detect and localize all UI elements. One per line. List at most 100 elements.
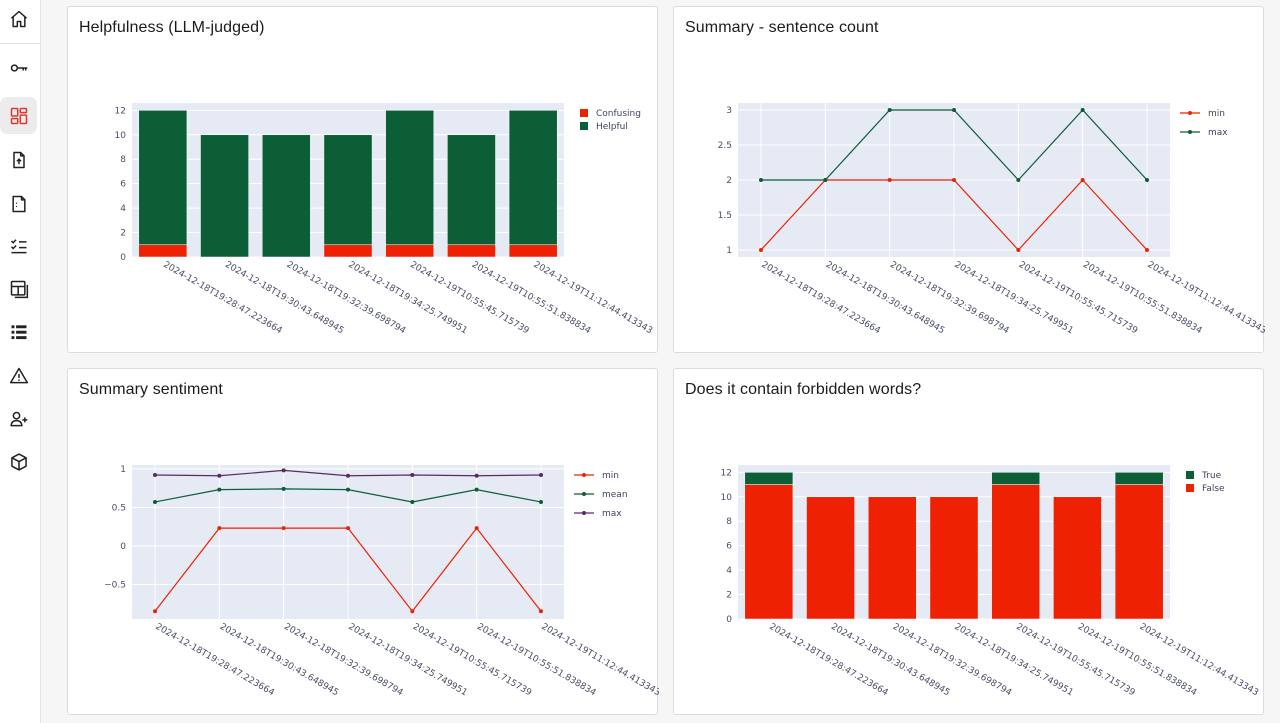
x-tick-label: 2024-12-19T11:12:44.413343 [1146, 260, 1266, 336]
legend-swatch [580, 122, 588, 130]
bar-true [1114, 472, 1164, 485]
bar-helpful [385, 110, 435, 246]
data-point-max [539, 473, 543, 478]
data-point-max [1016, 178, 1021, 182]
chart-sentiment: −0.500.512024-12-18T19:28:47.2236642024-… [104, 465, 660, 699]
nav-upload[interactable] [0, 141, 37, 178]
data-point-max [474, 473, 479, 478]
sidebar [0, 0, 41, 723]
y-tick-label: 2.5 [718, 141, 732, 151]
data-point-min [952, 178, 956, 182]
x-tick-label: 2024-12-18T19:28:47.223664 [154, 622, 277, 699]
bar-false [1053, 496, 1102, 620]
bar-helpful [138, 110, 188, 246]
x-tick-label: 2024-12-18T19:32:39.698794 [888, 260, 1011, 337]
data-point-mean [346, 487, 350, 492]
nav-home[interactable] [0, 0, 37, 37]
x-tick-label: 2024-12-18T19:32:39.698794 [282, 622, 405, 699]
y-tick-label: 0.5 [112, 503, 126, 513]
x-tick-label: 2024-12-19T10:55:45.715739 [1014, 622, 1137, 699]
y-tick-label: −0.5 [104, 580, 126, 590]
data-point-max [759, 178, 763, 182]
data-point-max [410, 473, 415, 478]
nav-alerts[interactable] [0, 357, 37, 394]
data-point-max [281, 468, 286, 473]
data-point-min [1016, 248, 1021, 252]
data-point-mean [217, 487, 222, 492]
bar-true [991, 472, 1041, 485]
bar-false [806, 496, 855, 620]
data-point-max [887, 108, 892, 112]
nav-list[interactable] [0, 313, 37, 350]
nav-dashboard[interactable] [0, 97, 37, 134]
bar-true [744, 472, 794, 485]
y-tick-label: 3 [726, 106, 732, 116]
data-point-max [823, 178, 828, 182]
x-tick-label: 2024-12-18T19:28:47.223664 [767, 622, 890, 699]
x-tick-label: 2024-12-19T10:55:51.838834 [1081, 260, 1204, 337]
x-tick-label: 2024-12-18T19:32:39.698794 [285, 260, 408, 337]
y-tick-label: 2 [120, 229, 126, 239]
legend-marker [1188, 130, 1192, 134]
checklist-icon [10, 238, 26, 253]
panel-title: Summary - sentence count [685, 19, 879, 36]
layout-icon [10, 280, 28, 298]
x-tick-label: 2024-12-19T11:12:44.413343 [1138, 622, 1260, 698]
list-icon [11, 324, 26, 339]
y-tick-label: 2 [726, 591, 732, 601]
nav-api-keys[interactable] [0, 49, 37, 86]
bar-false [744, 484, 794, 620]
chart-sentence-count: 11.522.532024-12-18T19:28:47.2236642024-… [718, 103, 1266, 337]
bar-helpful [261, 134, 311, 258]
bar-helpful [200, 134, 249, 258]
x-tick-label: 2024-12-19T11:12:44.413343 [540, 622, 660, 698]
file-upload-icon [12, 151, 25, 168]
data-point-mean [281, 486, 286, 491]
dashboard-icon [10, 107, 27, 124]
panel-title: Does it contain forbidden words? [685, 381, 922, 398]
x-tick-label: 2024-12-19T10:55:51.838834 [1076, 622, 1199, 699]
y-tick-label: 4 [120, 204, 126, 214]
y-tick-label: 0 [726, 615, 732, 625]
data-point-min [474, 526, 479, 531]
nav-panels[interactable] [0, 270, 37, 307]
x-tick-label: 2024-12-18T19:32:39.698794 [891, 622, 1014, 699]
legend-label: True [1201, 471, 1222, 481]
legend-marker [582, 492, 586, 496]
bar-false [929, 496, 979, 620]
x-tick-label: 2024-12-18T19:30:43.648945 [223, 260, 345, 336]
data-point-max [952, 108, 956, 112]
x-tick-label: 2024-12-19T10:55:45.715739 [408, 260, 531, 337]
bar-helpful [508, 110, 558, 246]
legend-swatch [1186, 484, 1194, 492]
y-tick-label: 10 [115, 131, 127, 141]
data-point-min [217, 526, 222, 531]
y-tick-label: 8 [726, 517, 732, 527]
data-point-min [539, 609, 543, 614]
x-tick-label: 2024-12-18T19:30:43.648945 [824, 260, 946, 336]
bar-confusing [138, 244, 188, 258]
bar-confusing [508, 244, 558, 258]
cube-icon [10, 452, 27, 471]
warning-icon [9, 367, 28, 383]
data-point-max [217, 473, 222, 478]
chart-forbidden-words: 0246810122024-12-18T19:28:47.2236642024-… [721, 465, 1260, 699]
x-tick-label: 2024-12-18T19:28:47.223664 [161, 260, 284, 337]
x-tick-label: 2024-12-18T19:34:25.749951 [347, 260, 469, 336]
data-point-mean [539, 499, 543, 504]
panel-title: Helpfulness (LLM-judged) [79, 19, 265, 36]
chart-helpfulness: 0246810122024-12-18T19:28:47.2236642024-… [115, 103, 654, 337]
nav-reports[interactable] [0, 185, 37, 222]
x-tick-label: 2024-12-19T10:55:51.838834 [470, 260, 593, 337]
panel-sentence-count: Summary - sentence count 1 1.5 2 2.5 3 2024-1… [673, 6, 1266, 353]
nav-tests[interactable] [0, 227, 37, 264]
legend-label: max [602, 509, 622, 519]
file-icon [11, 195, 26, 212]
data-point-max [1145, 178, 1149, 182]
bar-false [991, 484, 1041, 620]
nav-models[interactable] [0, 443, 37, 480]
nav-users[interactable] [0, 400, 37, 437]
data-point-min [759, 248, 763, 252]
data-point-min [346, 526, 350, 531]
bar-helpful [447, 134, 496, 246]
